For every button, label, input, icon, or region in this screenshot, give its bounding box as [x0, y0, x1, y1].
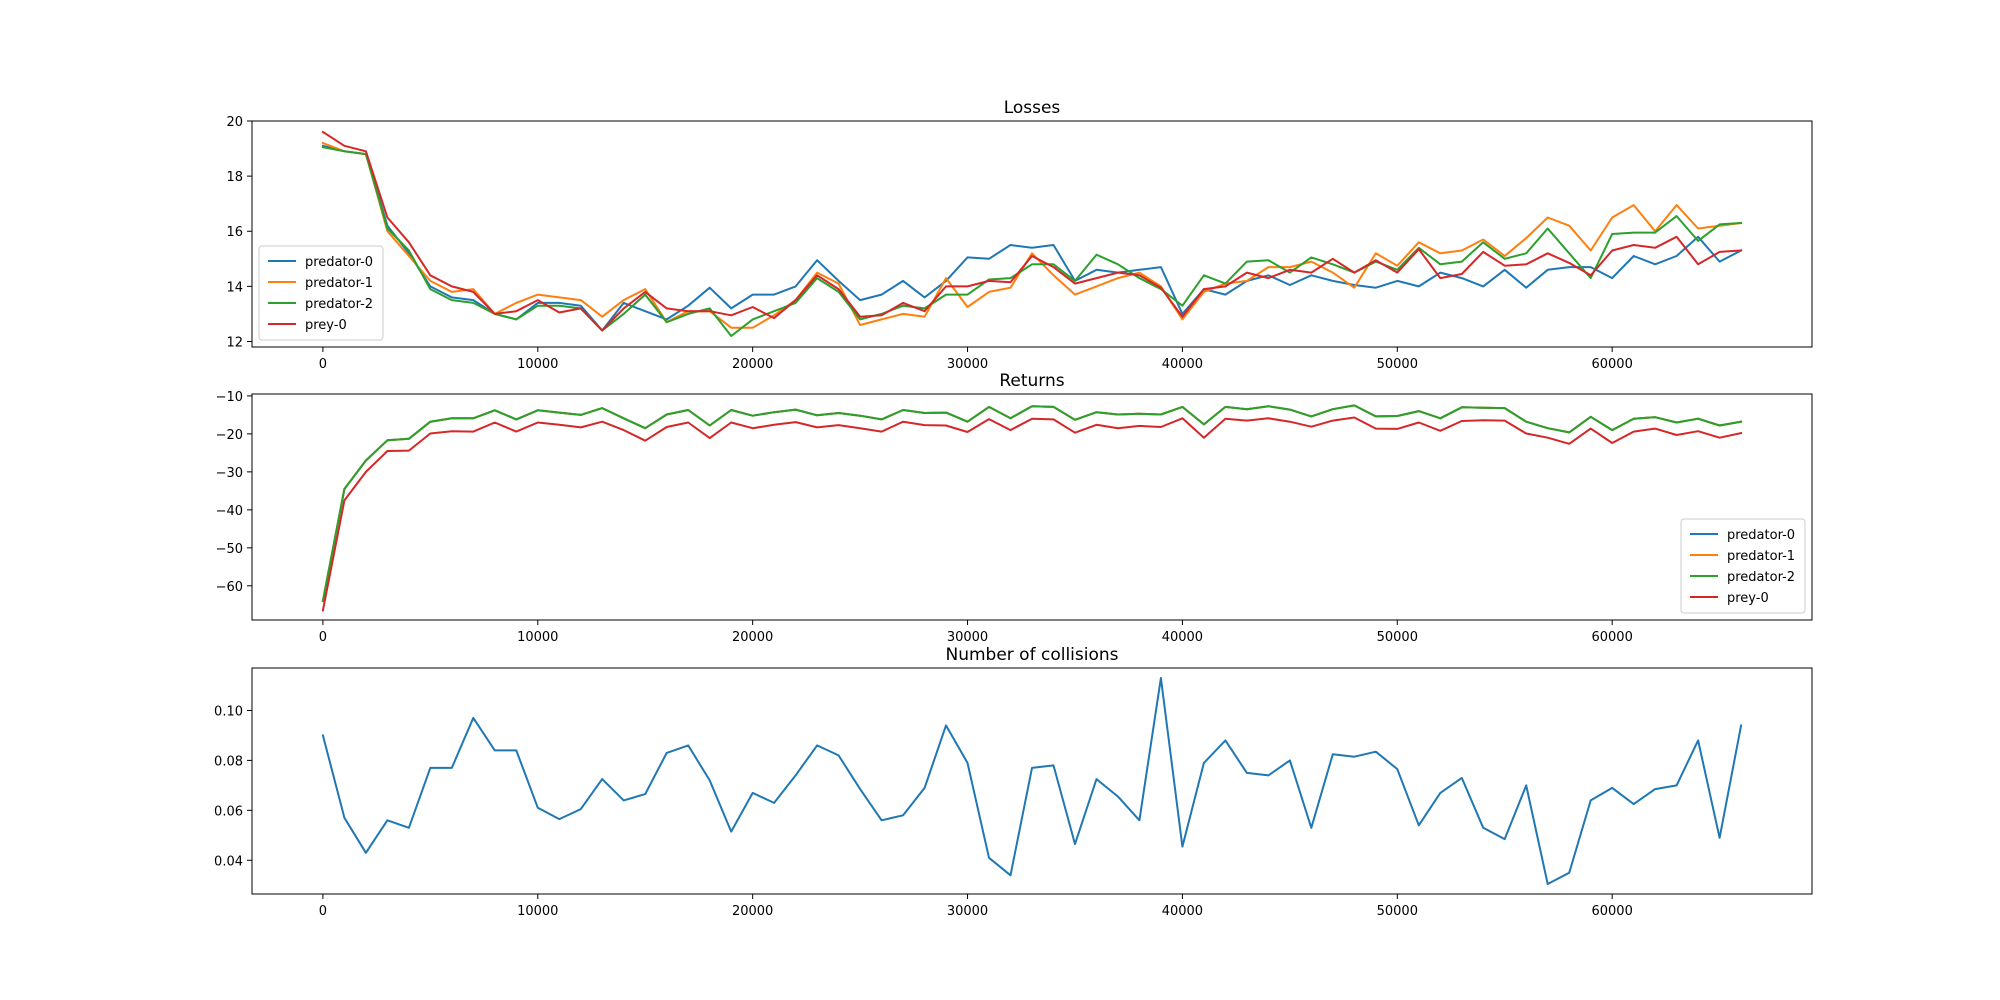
returns-legend-label-prey-0: prey-0 [1727, 591, 1769, 606]
collisions-axes-frame [251, 667, 1813, 895]
losses-legend-label-predator-0: predator-0 [305, 255, 373, 270]
losses-series-predator-1 [321, 141, 1743, 329]
losses-axes-frame [251, 120, 1813, 348]
returns-y-tick-label: −50 [216, 542, 243, 557]
returns-axes-frame [251, 393, 1813, 621]
returns-series-group [321, 404, 1743, 612]
collisions-x-tick-label: 30000 [947, 904, 988, 919]
returns-legend-label-predator-2: predator-2 [1727, 570, 1795, 585]
returns-x-tick-label: 0 [319, 630, 327, 645]
collisions-x-tick-label: 60000 [1591, 904, 1632, 919]
losses-legend-label-predator-1: predator-1 [305, 276, 373, 291]
returns-x-tick-label: 10000 [517, 630, 558, 645]
losses-series-predator-0 [321, 144, 1743, 332]
losses-chart: Losses 0 10000 20000 30000 40000 50000 60000 12 1… [226, 98, 1813, 372]
losses-x-tick-label: 30000 [947, 357, 988, 372]
collisions-x-tick-label: 0 [319, 904, 327, 919]
losses-legend: predator-0 predator-1 predator-2 prey-0 [258, 245, 384, 341]
losses-y-tick-label: 20 [226, 115, 243, 130]
collisions-y-tick-label: 0.10 [214, 704, 243, 719]
collisions-y-tick-label: 0.04 [214, 854, 243, 869]
returns-legend-label-predator-1: predator-1 [1727, 549, 1795, 564]
collisions-x-tick-label: 10000 [517, 904, 558, 919]
losses-legend-box [258, 245, 384, 341]
returns-legend: predator-0 predator-1 predator-2 prey-0 [1680, 518, 1806, 614]
losses-series-predator-2 [321, 146, 1743, 337]
collisions-y-tick-label: 0.08 [214, 754, 243, 769]
losses-title: Losses [1004, 98, 1061, 118]
collisions-x-tick-label: 20000 [732, 904, 773, 919]
collisions-title: Number of collisions [945, 645, 1118, 665]
returns-x-tick-label: 60000 [1591, 630, 1632, 645]
returns-y-tick-label: −40 [216, 504, 243, 519]
collisions-x-tick-label: 40000 [1162, 904, 1203, 919]
losses-y-tick-label: 18 [226, 170, 243, 185]
losses-x-tick-label: 10000 [517, 357, 558, 372]
losses-y-tick-label: 12 [226, 335, 243, 350]
losses-x-tick-label: 20000 [732, 357, 773, 372]
collisions-x-tick-label: 50000 [1377, 904, 1418, 919]
returns-legend-label-predator-0: predator-0 [1727, 528, 1795, 543]
returns-chart: Returns 0 10000 20000 30000 40000 50000 60000 −6… [216, 371, 1813, 645]
returns-x-tick-label: 40000 [1162, 630, 1203, 645]
returns-series-predator-2 [321, 404, 1743, 603]
returns-series-prey-0 [321, 416, 1743, 612]
returns-y-tick-label: −10 [216, 390, 243, 405]
returns-x-tick-label: 50000 [1377, 630, 1418, 645]
collisions-chart: Number of collisions 0 10000 20000 30000 4000… [214, 645, 1813, 919]
collisions-y-tick-label: 0.06 [214, 804, 243, 819]
losses-series-prey-0 [321, 130, 1743, 332]
losses-x-tick-label: 40000 [1162, 357, 1203, 372]
losses-y-tick-label: 14 [226, 280, 243, 295]
losses-y-tick-label: 16 [226, 225, 243, 240]
returns-x-tick-label: 30000 [947, 630, 988, 645]
losses-x-tick-label: 50000 [1377, 357, 1418, 372]
returns-title: Returns [999, 371, 1064, 391]
losses-series-group [321, 130, 1743, 337]
losses-legend-label-prey-0: prey-0 [305, 318, 347, 333]
returns-y-tick-label: −30 [216, 466, 243, 481]
returns-legend-box [1680, 518, 1806, 614]
losses-x-tick-label: 60000 [1591, 357, 1632, 372]
losses-x-tick-label: 0 [319, 357, 327, 372]
collisions-series-group [321, 677, 1743, 885]
returns-y-tick-label: −20 [216, 428, 243, 443]
returns-y-tick-label: −60 [216, 580, 243, 595]
collisions-series-line [321, 677, 1743, 885]
losses-legend-label-predator-2: predator-2 [305, 297, 373, 312]
returns-x-tick-label: 20000 [732, 630, 773, 645]
